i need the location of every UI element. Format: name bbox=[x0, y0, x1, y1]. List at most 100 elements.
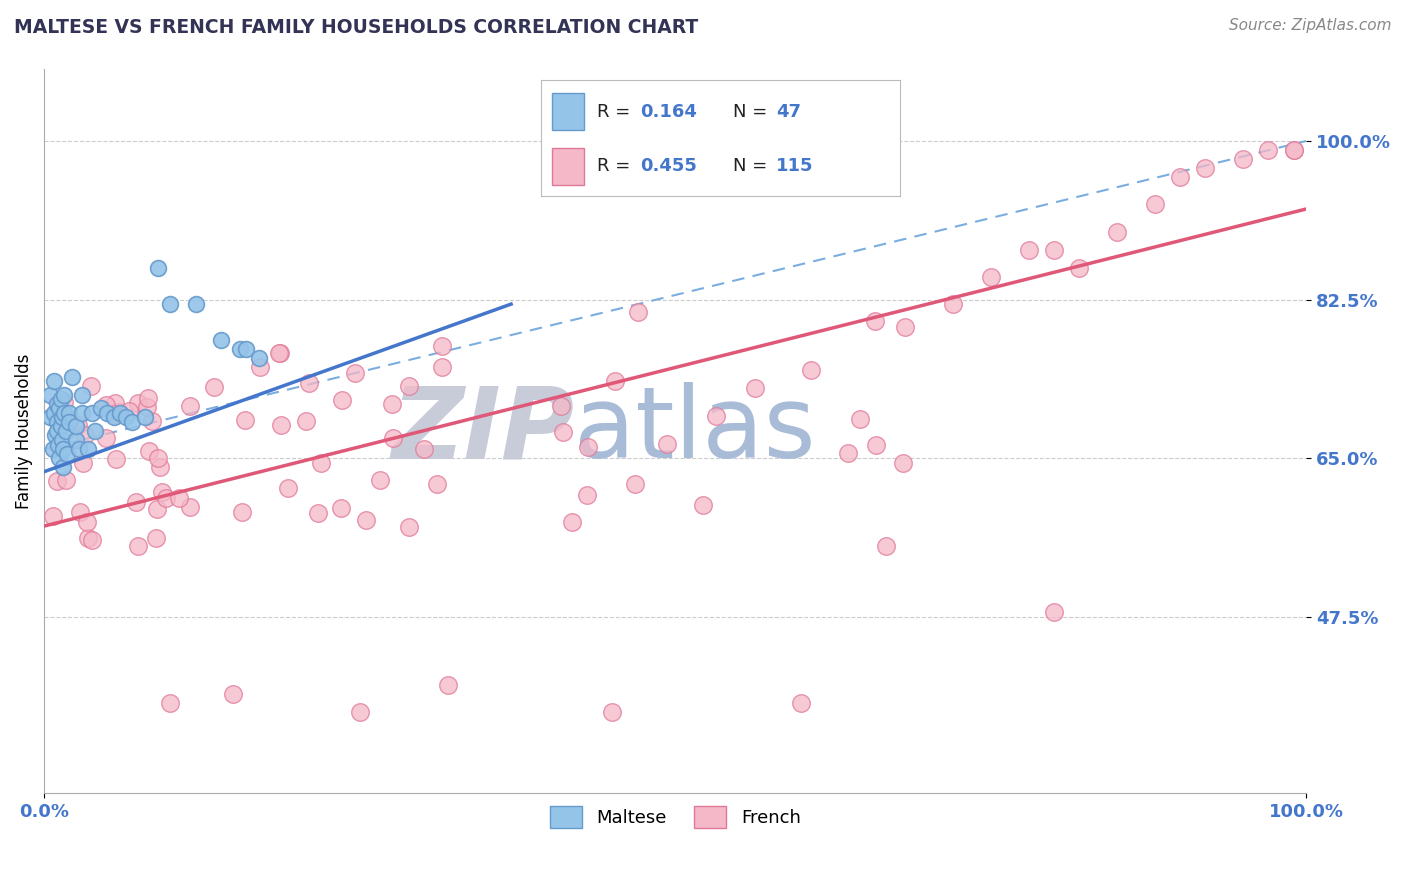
Point bbox=[891, 457, 914, 471]
Point bbox=[115, 410, 138, 425]
Point bbox=[45, 415, 67, 429]
Point bbox=[80, 406, 103, 420]
Point bbox=[76, 531, 98, 545]
Point bbox=[1168, 170, 1191, 185]
Point bbox=[58, 406, 80, 420]
Point bbox=[875, 540, 897, 554]
Text: R =: R = bbox=[598, 103, 636, 120]
Point bbox=[44, 428, 66, 442]
Point bbox=[349, 705, 371, 719]
Point bbox=[69, 505, 91, 519]
Point bbox=[600, 705, 623, 719]
Point bbox=[863, 313, 886, 327]
Point bbox=[45, 397, 67, 411]
Point bbox=[270, 418, 292, 433]
Point bbox=[202, 379, 225, 393]
Point bbox=[330, 393, 353, 408]
Point bbox=[307, 506, 329, 520]
Point bbox=[76, 515, 98, 529]
Point bbox=[233, 413, 256, 427]
Point bbox=[69, 442, 91, 456]
Point bbox=[298, 376, 321, 390]
Point bbox=[146, 260, 169, 275]
Point bbox=[56, 447, 79, 461]
Point bbox=[44, 406, 66, 420]
Point bbox=[104, 451, 127, 466]
Point bbox=[1043, 605, 1066, 619]
Point bbox=[46, 437, 69, 451]
Point bbox=[49, 392, 72, 407]
Point bbox=[94, 431, 117, 445]
Point bbox=[149, 459, 172, 474]
Point bbox=[125, 494, 148, 508]
Point bbox=[1232, 152, 1254, 166]
Legend: Maltese, French: Maltese, French bbox=[543, 798, 808, 835]
Point bbox=[894, 319, 917, 334]
Point bbox=[343, 367, 366, 381]
Point bbox=[134, 410, 156, 425]
Point bbox=[329, 500, 352, 515]
Point bbox=[42, 508, 65, 523]
Point bbox=[104, 396, 127, 410]
Text: MALTESE VS FRENCH FAMILY HOUSEHOLDS CORRELATION CHART: MALTESE VS FRENCH FAMILY HOUSEHOLDS CORR… bbox=[14, 18, 699, 37]
Point bbox=[576, 440, 599, 454]
Point bbox=[837, 446, 859, 460]
Point bbox=[179, 500, 201, 514]
Point bbox=[222, 687, 245, 701]
Point bbox=[692, 498, 714, 512]
Point bbox=[58, 415, 80, 429]
Point bbox=[800, 363, 823, 377]
Point bbox=[269, 346, 291, 360]
Point bbox=[53, 406, 76, 420]
Point bbox=[159, 297, 181, 311]
Point bbox=[70, 387, 93, 401]
Point bbox=[980, 269, 1002, 284]
Point bbox=[1282, 143, 1305, 157]
Point bbox=[48, 451, 70, 466]
Point bbox=[942, 297, 965, 311]
Point bbox=[155, 491, 177, 505]
Text: N =: N = bbox=[733, 157, 773, 175]
Text: 0.164: 0.164 bbox=[640, 103, 697, 120]
Point bbox=[550, 399, 572, 413]
Point bbox=[118, 403, 141, 417]
Point bbox=[136, 391, 159, 405]
Point bbox=[51, 433, 73, 447]
Point bbox=[790, 696, 813, 710]
Point bbox=[167, 491, 190, 505]
Point bbox=[437, 678, 460, 692]
Point bbox=[121, 415, 143, 429]
Point bbox=[49, 419, 72, 434]
Point bbox=[60, 369, 83, 384]
Text: 47: 47 bbox=[776, 103, 801, 120]
Point bbox=[141, 414, 163, 428]
Point bbox=[655, 436, 678, 450]
Point bbox=[52, 442, 75, 456]
Point bbox=[45, 474, 67, 488]
Point bbox=[354, 512, 377, 526]
Text: R =: R = bbox=[598, 157, 636, 175]
Point bbox=[1194, 161, 1216, 176]
Point bbox=[53, 387, 76, 401]
Point bbox=[52, 460, 75, 475]
Point bbox=[430, 359, 453, 374]
Point bbox=[51, 410, 73, 425]
Point bbox=[48, 401, 70, 416]
Point bbox=[1282, 143, 1305, 157]
Point bbox=[127, 539, 149, 553]
Text: N =: N = bbox=[733, 103, 773, 120]
Point bbox=[80, 533, 103, 547]
Point bbox=[127, 395, 149, 409]
FancyBboxPatch shape bbox=[553, 147, 585, 185]
Point bbox=[398, 378, 420, 392]
Point bbox=[53, 394, 76, 409]
Point bbox=[382, 431, 405, 445]
Point bbox=[269, 346, 291, 360]
Point bbox=[108, 405, 131, 419]
Point bbox=[1105, 225, 1128, 239]
Point bbox=[865, 438, 887, 452]
Point bbox=[849, 412, 872, 426]
Point bbox=[39, 387, 62, 401]
Point bbox=[72, 456, 94, 470]
Point bbox=[231, 506, 253, 520]
